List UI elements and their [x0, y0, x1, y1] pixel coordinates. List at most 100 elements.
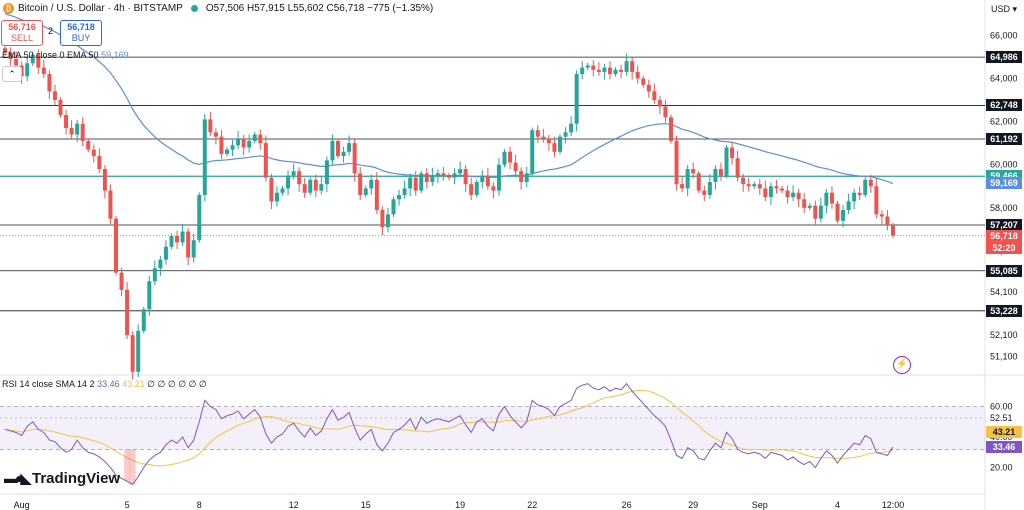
- candle-body: [613, 69, 618, 75]
- level-price-tag: 62,748: [986, 99, 1022, 112]
- candle-body: [80, 123, 85, 141]
- ema-50-line: [4, 13, 894, 185]
- candle-countdown: 52:20: [986, 241, 1022, 254]
- candle-body: [863, 179, 868, 195]
- candle-body: [735, 158, 740, 178]
- candle-body: [225, 149, 229, 154]
- candle-body: [158, 259, 163, 269]
- ema-legend[interactable]: EMA 50 close 0 EMA 50 59,169: [2, 50, 129, 60]
- sell-price: 56,716: [8, 22, 36, 32]
- candle-body: [252, 134, 257, 141]
- candle-body: [313, 179, 318, 191]
- candle-body: [86, 140, 91, 150]
- candle-body: [580, 67, 585, 75]
- candle-body: [36, 54, 41, 68]
- candle-body: [64, 115, 69, 129]
- candle-body: [52, 91, 57, 100]
- candle-body: [857, 192, 862, 195]
- rsi-band-fill: [0, 406, 985, 450]
- candle-body: [413, 177, 418, 191]
- rsi-axis-label: 52.51: [990, 413, 1013, 423]
- tradingview-logo[interactable]: ▬●◣ TradingView: [4, 470, 120, 487]
- candle-body: [91, 149, 96, 157]
- candle-body: [652, 91, 657, 100]
- price-axis-label: 58,000: [990, 203, 1018, 213]
- candle-body: [119, 272, 124, 290]
- candle-body: [669, 117, 673, 141]
- candle-body: [513, 162, 518, 172]
- candle-body: [363, 188, 368, 195]
- time-axis-label: 22: [527, 500, 538, 510]
- level-price-tag: 61,192: [986, 132, 1022, 145]
- buy-label: BUY: [71, 33, 91, 43]
- time-axis-label: Sep: [751, 500, 768, 510]
- rsi-sma-legend-value: 43.21: [122, 379, 145, 389]
- candle-body: [3, 48, 7, 53]
- candle-body: [552, 143, 557, 152]
- candle-body: [696, 173, 701, 191]
- candle-body: [641, 78, 646, 85]
- candle-body: [702, 190, 707, 195]
- symbol-title[interactable]: Bitcoin / U.S. Dollar · 4h · BITSTAMP: [18, 3, 183, 14]
- rsi-oversold-fill: [124, 449, 131, 482]
- candle-body: [435, 173, 440, 176]
- candle-body: [347, 143, 352, 152]
- sell-button[interactable]: 56,716 SELL: [1, 20, 43, 46]
- currency-label: USD: [990, 4, 1010, 14]
- candle-body: [713, 169, 718, 182]
- candle-body: [102, 169, 107, 191]
- candle-body: [358, 173, 363, 195]
- candle-body: [707, 181, 712, 195]
- price-axis-label: 51,100: [990, 352, 1018, 362]
- candle-body: [208, 119, 213, 133]
- candle-body: [308, 179, 313, 193]
- candle-body: [197, 194, 202, 241]
- candle-body: [607, 67, 612, 75]
- candle-body: [391, 199, 396, 215]
- candle-body: [274, 192, 279, 202]
- time-axis-label: 19: [455, 500, 466, 510]
- candle-body: [685, 169, 690, 189]
- candle-body: [263, 143, 268, 178]
- candle-body: [480, 175, 485, 182]
- candle-body: [352, 143, 357, 174]
- candle-body: [430, 175, 435, 182]
- candle-body: [835, 203, 840, 221]
- candle-body: [657, 99, 662, 107]
- buy-button[interactable]: 56,718 BUY: [60, 20, 102, 46]
- level-price-tag: 64,986: [986, 51, 1022, 64]
- candle-body: [441, 173, 446, 176]
- candle-body: [408, 177, 413, 189]
- collapse-legend-button[interactable]: ⌃: [2, 66, 22, 82]
- candle-body: [69, 128, 74, 135]
- candle-body: [47, 74, 52, 92]
- candle-body: [130, 335, 135, 372]
- candle-body: [757, 184, 762, 189]
- level-price-tag: 55,085: [986, 264, 1022, 277]
- flash-icon[interactable]: ⚡: [893, 356, 911, 374]
- candle-body: [546, 138, 551, 144]
- candle-body: [530, 130, 535, 174]
- rsi-sma-line: [4, 390, 894, 467]
- candle-body: [519, 171, 524, 182]
- ema-value-tag: 59,169: [986, 176, 1022, 189]
- symbol-header[interactable]: ₿ Bitcoin / U.S. Dollar · 4h · BITSTAMP O5…: [0, 0, 985, 18]
- candle-body: [485, 175, 490, 187]
- tradingview-logo-icon: ▬●◣: [4, 470, 31, 486]
- candle-body: [569, 123, 574, 133]
- candle-body: [191, 240, 196, 258]
- candle-body: [213, 132, 218, 137]
- candle-body: [125, 289, 130, 336]
- candle-body: [236, 138, 241, 146]
- candle-body: [30, 54, 35, 64]
- candle-body: [763, 188, 768, 198]
- candle-body: [818, 205, 823, 219]
- candle-body: [541, 136, 546, 139]
- candle-body: [241, 138, 246, 148]
- currency-button[interactable]: USD ▾: [990, 4, 1018, 14]
- rsi-legend[interactable]: RSI 14 close SMA 14 2 33.46 43.21 ∅ ∅ ∅ …: [2, 379, 207, 390]
- candle-body: [75, 123, 80, 135]
- ohlc-readout: O57,506 H57,915 L55,602 C56,718 −775 (−1…: [205, 3, 434, 14]
